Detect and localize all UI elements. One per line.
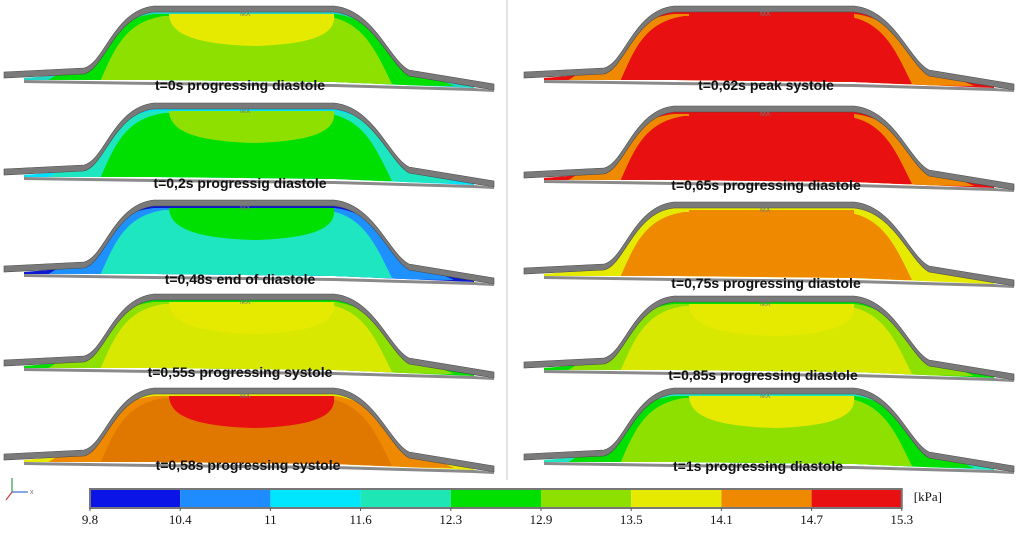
node-marker: MN bbox=[408, 71, 419, 78]
band-core bbox=[169, 302, 335, 334]
colorbar-frame bbox=[89, 488, 903, 509]
colorbar-tick-label: 15.3 bbox=[890, 512, 913, 527]
panel-caption: t=1s progressing diastole bbox=[673, 458, 843, 474]
colorbar-tick-label: 14.1 bbox=[710, 512, 733, 527]
node-marker: MX bbox=[240, 393, 251, 400]
contour-panel: MX MN t=0,62s peak systole bbox=[523, 5, 1015, 93]
node-marker: MN bbox=[928, 361, 939, 368]
colorbar-tick-label: 12.3 bbox=[439, 512, 462, 527]
colorbar-unit-label: [kPa] bbox=[914, 489, 942, 504]
node-marker: MX bbox=[760, 207, 771, 214]
contour-panel: MX MN t=0,65s progressing diastole bbox=[523, 105, 1015, 193]
colorbar-segment bbox=[90, 489, 181, 508]
contour-panel: MX MN t=1s progressing diastole bbox=[523, 387, 1015, 474]
vessel-bottom-wall bbox=[544, 276, 1014, 288]
vessel-bottom-wall bbox=[544, 370, 1014, 382]
node-marker: MX bbox=[240, 108, 251, 115]
colorbar-tick-label: 10.4 bbox=[169, 512, 192, 527]
node-marker: MX bbox=[760, 11, 771, 18]
vessel-bottom-wall bbox=[544, 180, 1014, 192]
node-marker: MN bbox=[928, 267, 939, 274]
contour-panel: MX MN t=0,55s progressing systole bbox=[3, 293, 495, 380]
vessel-bottom-wall bbox=[24, 80, 494, 92]
vessel-bottom-wall bbox=[544, 80, 1014, 92]
contour-panel: MX MN t=0,75s progressing diastole bbox=[523, 201, 1015, 291]
vessel-bottom-wall bbox=[24, 177, 494, 189]
colorbar-segment bbox=[270, 489, 361, 508]
panel-caption: t=0,2s progressig diastole bbox=[153, 175, 326, 191]
band-core bbox=[169, 14, 335, 46]
contour-panel: MX MN t=0s progressing diastole bbox=[3, 5, 495, 93]
panel-caption: t=0,85s progressing diastole bbox=[668, 367, 858, 383]
node-marker: MN bbox=[928, 71, 939, 78]
node-marker: MN bbox=[408, 359, 419, 366]
node-marker: MN bbox=[408, 453, 419, 460]
band-core bbox=[689, 114, 855, 146]
panel-caption: t=0,75s progressing diastole bbox=[671, 275, 861, 291]
colorbar-tick-label: 14.7 bbox=[800, 512, 823, 527]
vessel-bottom-wall bbox=[24, 462, 494, 474]
node-marker: MX bbox=[760, 301, 771, 308]
colorbar-tick-label: 11.6 bbox=[349, 512, 372, 527]
colorbar-segment bbox=[631, 489, 722, 508]
panel-caption: t=0,55s progressing systole bbox=[148, 364, 333, 380]
colorbar-segment bbox=[811, 489, 902, 508]
colorbar-tick-label: 9.8 bbox=[82, 512, 98, 527]
panel-caption: t=0,58s progressing systole bbox=[156, 457, 341, 473]
node-marker: MX bbox=[240, 205, 251, 212]
band-core bbox=[169, 396, 335, 428]
panel-caption: t=0,62s peak systole bbox=[698, 77, 834, 93]
contour-panel: MX MN t=0,58s progressing systole bbox=[3, 387, 495, 474]
node-marker: MN bbox=[408, 265, 419, 272]
contour-panel: MX MN t=0,85s progressing diastole bbox=[523, 295, 1015, 383]
band-core bbox=[689, 14, 855, 46]
band-core bbox=[689, 304, 855, 336]
colorbar-segment bbox=[721, 489, 812, 508]
colorbar-segment bbox=[360, 489, 451, 508]
colorbar-tick-label: 13.5 bbox=[620, 512, 643, 527]
colorbar-segment bbox=[541, 489, 632, 508]
panel-caption: t=0s progressing diastole bbox=[155, 77, 325, 93]
colorbar-segment bbox=[450, 489, 541, 508]
panel-caption: t=0,48s end of diastole bbox=[165, 271, 316, 287]
vessel-bottom-wall bbox=[544, 462, 1014, 474]
band-core bbox=[689, 210, 855, 242]
panel-caption: t=0,65s progressing diastole bbox=[671, 177, 861, 193]
band-core bbox=[169, 208, 335, 240]
node-marker: MX bbox=[760, 393, 771, 400]
vessel-bottom-wall bbox=[24, 368, 494, 380]
contour-panel: MX MN t=0,2s progressig diastole bbox=[3, 102, 495, 191]
colorbar-tick-label: 11 bbox=[264, 512, 277, 527]
node-marker: MX bbox=[760, 111, 771, 118]
node-marker: MX bbox=[240, 11, 251, 18]
vessel-bottom-wall bbox=[24, 274, 494, 286]
contour-panel: MX MN t=0,48s end of diastole bbox=[3, 199, 495, 287]
colorbar-segment bbox=[180, 489, 271, 508]
coordinate-axes: x bbox=[5, 478, 34, 501]
band-core bbox=[689, 396, 855, 428]
node-marker: MX bbox=[240, 299, 251, 306]
axis-x-label: x bbox=[30, 489, 34, 496]
pressure-colorbar: 9.8 10.4 11 11.6 12.3 12.9 13.5 14.1 14.7 15.3[kP… bbox=[82, 488, 942, 527]
node-marker: MN bbox=[408, 168, 419, 175]
colorbar-tick-label: 12.9 bbox=[530, 512, 553, 527]
node-marker: MN bbox=[928, 453, 939, 460]
node-marker: MN bbox=[928, 171, 939, 178]
band-core bbox=[169, 111, 335, 143]
